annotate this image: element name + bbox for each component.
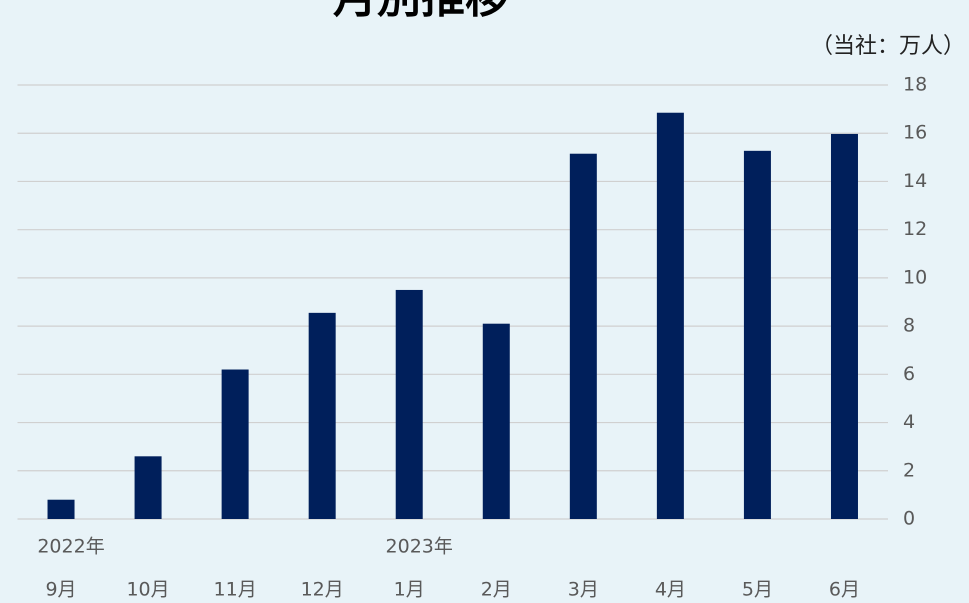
x-tick-label: 3月 xyxy=(568,579,599,601)
x-tick-label: 5月 xyxy=(742,579,773,601)
y-tick-label: 6 xyxy=(903,363,915,385)
bar xyxy=(656,112,684,519)
bar xyxy=(482,323,510,519)
y-tick-label: 8 xyxy=(903,315,915,337)
x-tick-label: 4月 xyxy=(655,579,686,601)
year-label: 2023年 xyxy=(386,536,453,558)
x-tick-label: 10月 xyxy=(126,579,169,601)
bar xyxy=(134,456,162,519)
bar xyxy=(308,312,336,519)
y-tick-label: 18 xyxy=(903,74,927,96)
y-tick-label: 10 xyxy=(903,266,927,288)
bar xyxy=(395,289,423,519)
y-tick-label: 12 xyxy=(903,218,927,240)
bar xyxy=(569,153,597,519)
unit-label: （当社：万人） xyxy=(811,34,965,59)
x-tick-label: 9月 xyxy=(45,579,76,601)
bar xyxy=(830,133,858,519)
y-tick-label: 0 xyxy=(903,508,915,530)
x-tick-label: 11月 xyxy=(214,579,257,601)
bar xyxy=(221,369,249,519)
x-tick-label: 1月 xyxy=(394,579,425,601)
y-tick-label: 16 xyxy=(903,122,927,144)
y-tick-label: 2 xyxy=(903,459,915,481)
bar xyxy=(743,150,771,519)
chart-title: 月別推移 xyxy=(333,0,509,23)
y-tick-label: 4 xyxy=(903,411,915,433)
x-tick-label: 2月 xyxy=(481,579,512,601)
bar xyxy=(47,499,75,519)
x-tick-label: 12月 xyxy=(301,579,344,601)
year-label: 2022年 xyxy=(37,536,104,558)
y-tick-label: 14 xyxy=(903,170,927,192)
x-tick-label: 6月 xyxy=(829,579,860,601)
